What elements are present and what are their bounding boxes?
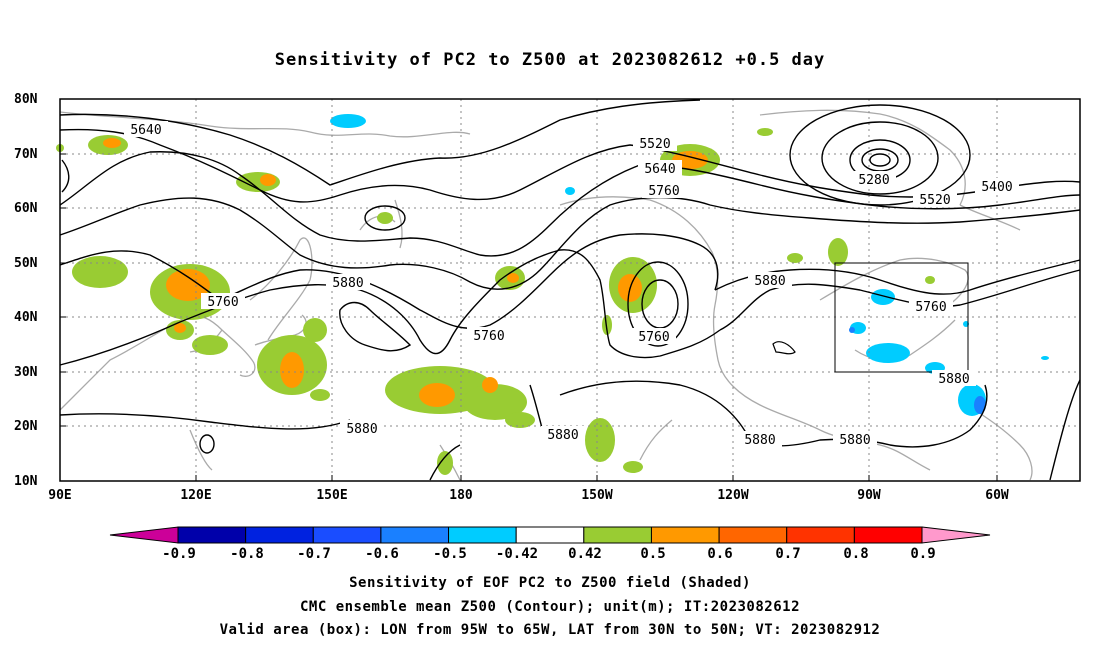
colorbar-segment [177,526,247,544]
contour-label: 5520 [913,191,957,208]
contour-label-text: 5280 [858,173,889,188]
contour-label-text: 5760 [648,184,679,199]
contour-label: 5880 [738,431,782,448]
lat-label: 70N [14,147,38,162]
lat-label: 50N [14,256,38,271]
colorbar-label: -0.8 [230,546,264,562]
contour-label-text: 5880 [744,433,775,448]
contour-label: 5760 [909,298,953,315]
lon-label: 60W [985,488,1009,503]
contour-label: 5640 [638,160,682,177]
colorbar-label: 0.8 [843,546,869,562]
colorbar-label: -0.5 [433,546,467,562]
colorbar-label: -0.7 [297,546,331,562]
contour-label: 5760 [632,328,676,345]
lat-label: 30N [14,365,38,380]
caption-line-3: Valid area (box): LON from 95W to 65W, L… [219,622,881,638]
lon-label: 120E [180,488,212,503]
contour-label: 5880 [326,274,370,291]
contour-label: 5880 [340,420,384,437]
contour-label-text: 5880 [346,422,377,437]
lon-label: 150W [581,488,613,503]
colorbar-arrow-high [921,526,991,544]
contour-label: 5760 [201,293,245,310]
caption-line-2: CMC ensemble mean Z500 (Contour); unit(m… [299,599,800,615]
colorbar-segment [448,526,517,544]
colorbar-label: -0.42 [495,546,539,562]
lon-label: 120W [717,488,749,503]
caption-line-1: Sensitivity of EOF PC2 to Z500 field (Sh… [349,575,751,591]
colorbar-label: -0.9 [162,546,196,562]
lon-label: 180 [449,488,473,503]
contour-label-text: 5760 [915,300,946,315]
colorbar-label: -0.6 [365,546,399,562]
contour-label-text: 5520 [919,193,950,208]
contour-label-text: 5880 [754,274,785,289]
colorbar-segment [786,526,855,544]
contour-label-text: 5640 [130,123,161,138]
contour-label: 5880 [833,431,877,448]
lat-label: 40N [14,310,38,325]
colorbar-segment [245,526,314,544]
colorbar-segment [583,526,652,544]
contour-label-text: 5640 [644,162,675,177]
tick-marks [60,153,998,481]
contour-label: 5400 [975,178,1019,195]
contour-label-text: 5880 [839,433,870,448]
contour-label: 5640 [124,121,168,138]
colorbar-segment [650,526,720,544]
colorbar-arrow-low [109,526,179,544]
colorbar-segment [515,526,585,544]
contour-label: 5880 [541,426,585,443]
colorbar [109,526,991,544]
contour-label: 5280 [852,171,896,188]
contour-label-text: 5880 [332,276,363,291]
contour-labels: 5640 5520 5640 5760 5280 5400 5520 5880 … [124,121,1019,448]
small-lakes [772,341,796,355]
contour-label-text: 5880 [547,428,578,443]
map-frame [59,98,1081,482]
lat-label: 80N [14,92,38,107]
colorbar-segment [718,526,788,544]
contour-label-text: 5400 [981,180,1012,195]
contour-label-text: 5760 [473,329,504,344]
colorbar-segment [312,526,382,544]
colorbar-label: 0.6 [707,546,733,562]
contour-label: 5760 [467,327,511,344]
lat-label: 60N [14,201,38,216]
colorbar-segment [853,526,923,544]
lon-label: 90E [48,488,72,503]
shaded-negative-strong [849,327,986,414]
contour-label: 5880 [932,370,976,387]
contour-label-text: 5760 [207,295,238,310]
valid-area-box [834,262,969,373]
lat-label: 20N [14,419,38,434]
colorbar-label: 0.42 [568,546,602,562]
lon-label: 150E [316,488,348,503]
colorbar-label: 0.9 [910,546,936,562]
contour-label: 5760 [642,182,686,199]
contour-label-text: 5880 [938,372,969,387]
contour-label: 5880 [748,272,792,289]
colorbar-label: 0.5 [640,546,666,562]
map-title: Sensitivity of PC2 to Z500 at 2023082612… [274,50,826,70]
lon-label: 90W [857,488,881,503]
colorbar-segment [380,526,450,544]
contour-label-text: 5520 [639,137,670,152]
lat-label: 10N [14,474,38,489]
contour-label-text: 5760 [638,330,669,345]
contour-label: 5520 [633,135,677,152]
colorbar-label: 0.7 [775,546,801,562]
